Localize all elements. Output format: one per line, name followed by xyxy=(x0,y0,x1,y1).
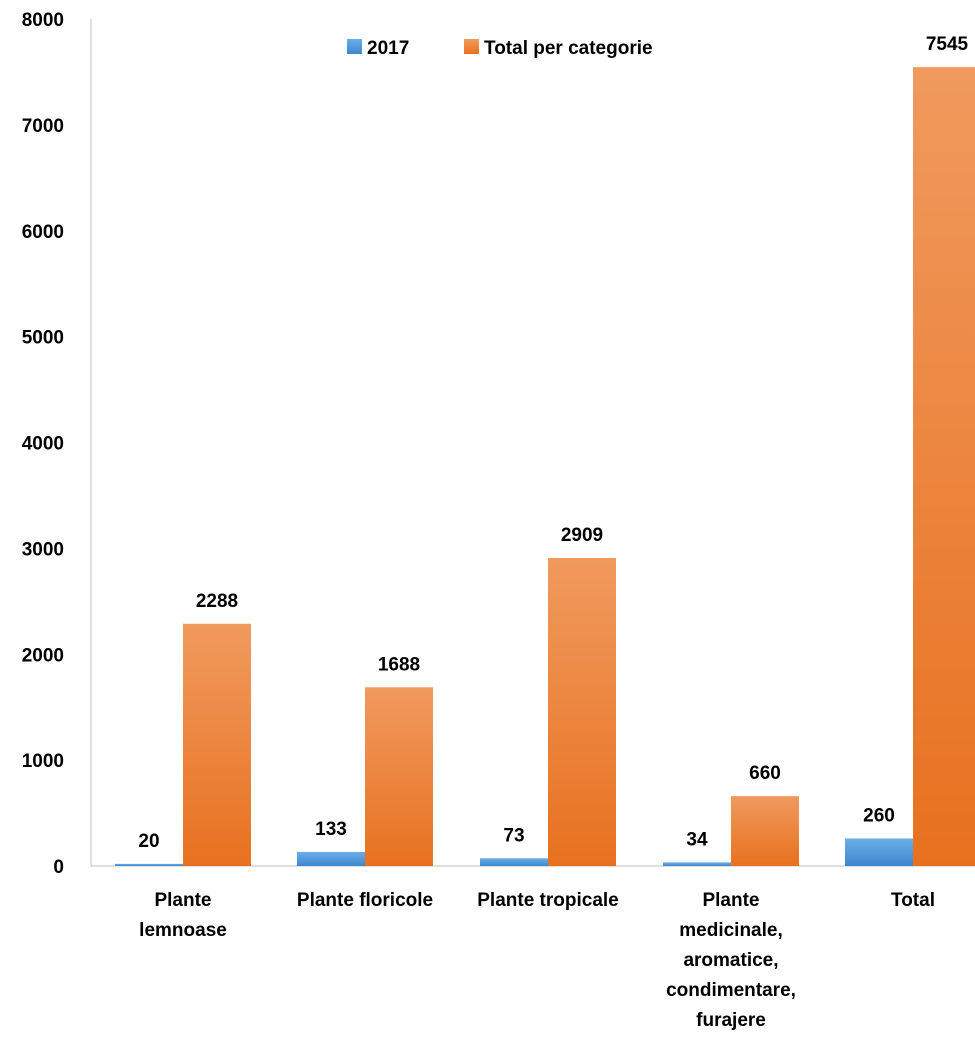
y-tick-label: 3000 xyxy=(22,539,64,560)
data-label: 73 xyxy=(503,825,524,846)
bar-2017 xyxy=(115,863,183,866)
y-tick-label: 0 xyxy=(53,857,64,878)
data-label: 2909 xyxy=(561,525,603,546)
x-axis-categories: Plante lemnoase Plante floricole Plante tro… xyxy=(139,890,935,1031)
legend: 2017 Total per categorie xyxy=(347,38,653,59)
x-category-label: Plante lemnoase xyxy=(139,890,227,941)
legend-swatch xyxy=(347,39,362,54)
x-category-label: Plante tropicale xyxy=(477,890,619,911)
y-tick-label: 1000 xyxy=(22,751,64,772)
bar-total-per-categorie xyxy=(731,796,799,866)
data-labels: 20 133 73 34 260 2288 1688 2909 660 7545 xyxy=(138,34,968,852)
bars xyxy=(115,67,975,867)
y-tick-label: 6000 xyxy=(22,222,64,243)
y-tick-label: 5000 xyxy=(22,328,64,349)
legend-label: 2017 xyxy=(367,38,409,59)
bar-total-per-categorie xyxy=(548,558,616,866)
x-category-label: Plante medicinale, aromatice, condimentare,… xyxy=(666,890,796,1031)
data-label: 133 xyxy=(315,819,347,840)
data-label: 1688 xyxy=(378,654,420,675)
x-category-label: Total xyxy=(891,890,935,911)
bar-total-per-categorie xyxy=(913,67,975,867)
y-tick-label: 8000 xyxy=(22,10,64,31)
bar-2017 xyxy=(480,858,548,866)
data-label: 660 xyxy=(749,763,781,784)
y-tick-label: 7000 xyxy=(22,116,64,137)
bar-2017 xyxy=(845,838,913,866)
data-label: 20 xyxy=(138,831,159,852)
bar-2017 xyxy=(297,851,365,866)
legend-label: Total per categorie xyxy=(484,38,653,59)
data-label: 2288 xyxy=(196,591,238,612)
y-tick-label: 2000 xyxy=(22,645,64,666)
bar-total-per-categorie xyxy=(183,623,251,866)
data-label: 260 xyxy=(863,805,895,826)
bar-2017 xyxy=(663,862,731,866)
bar-total-per-categorie xyxy=(365,687,433,866)
data-label: 7545 xyxy=(926,34,969,55)
data-label: 34 xyxy=(686,829,708,850)
x-category-label: Plante floricole xyxy=(297,890,433,911)
y-tick-label: 4000 xyxy=(22,434,64,455)
y-axis: 0 1000 2000 3000 4000 5000 6000 7000 8000 xyxy=(22,10,975,878)
legend-swatch xyxy=(464,39,479,54)
